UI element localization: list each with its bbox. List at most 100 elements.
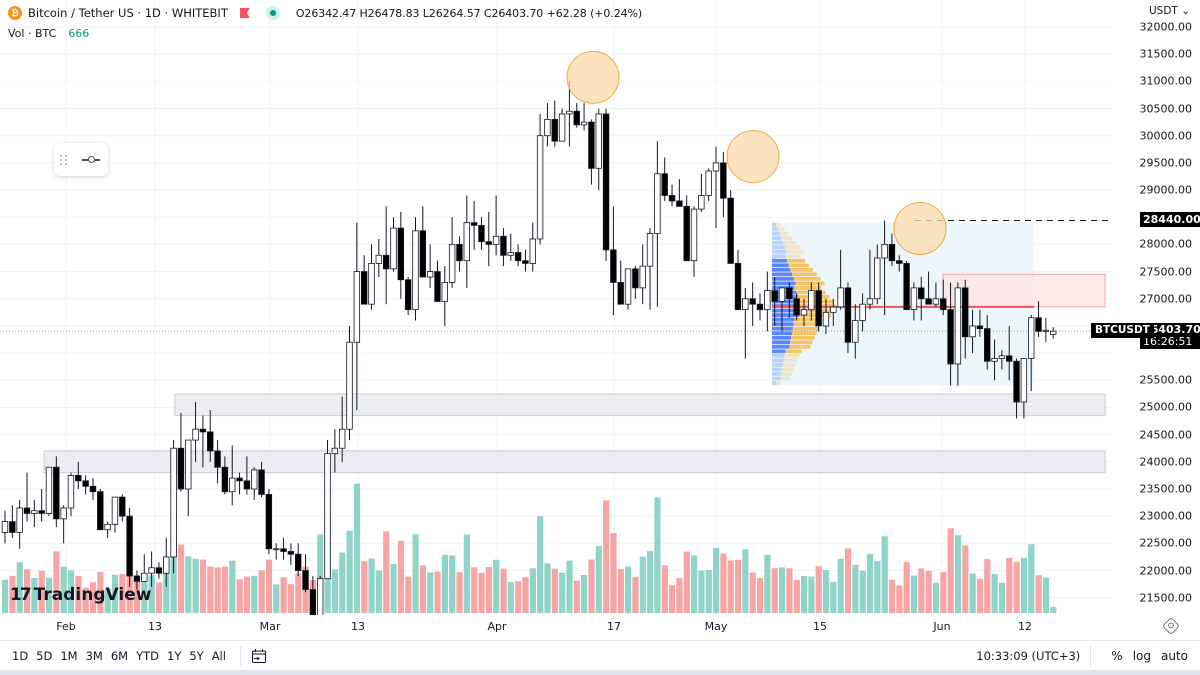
volume-bar [221, 566, 229, 613]
tradingview-logo[interactable]: 17 TradingView [10, 585, 151, 605]
volume-bar [229, 560, 236, 613]
price-tick: 32000.00 [1139, 20, 1193, 34]
volume-bar [375, 570, 383, 613]
candle-body [786, 287, 793, 300]
volume-bar [38, 570, 45, 613]
log-scale-toggle[interactable]: log [1132, 648, 1151, 663]
volume-bar [559, 572, 566, 613]
candle-body [859, 303, 866, 321]
clock-timezone[interactable]: 10:33:09 (UTC+3) [976, 648, 1081, 663]
volume-bar [888, 579, 896, 613]
percent-scale-toggle[interactable]: % [1111, 648, 1123, 663]
volume-bar [383, 531, 390, 613]
volume-bar [837, 558, 844, 613]
candle-body [822, 311, 830, 327]
volume-bar [441, 554, 448, 613]
range-1m-button[interactable]: 1M [60, 648, 78, 663]
flag-icon[interactable] [239, 8, 250, 18]
candle-body [925, 298, 932, 305]
volume-bar [2, 579, 9, 613]
drag-handle-icon[interactable] [60, 154, 68, 165]
market-status-icon[interactable] [265, 6, 280, 20]
candle-body [463, 222, 470, 262]
range-5y-button[interactable]: 5Y [189, 648, 204, 663]
candle-body [251, 469, 258, 490]
candle-body [984, 328, 991, 362]
volume-bar [691, 555, 698, 613]
bar-countdown: 16:26:51 [1143, 335, 1193, 349]
volume-bar [104, 588, 111, 613]
horizontal-line-tool-icon[interactable] [82, 155, 100, 163]
candle-body [338, 428, 346, 449]
volume-bar [23, 569, 31, 613]
volume-bar [962, 545, 969, 613]
candle-body [273, 548, 280, 551]
volume-bar [830, 582, 837, 613]
volume-bar [148, 575, 155, 613]
candle-body [698, 195, 705, 210]
volume-bar [67, 570, 75, 613]
range-1d-button[interactable]: 1D [12, 648, 29, 663]
candle-body [104, 523, 111, 531]
volume-bar [969, 573, 976, 613]
volume-bar [954, 535, 962, 613]
volume-bar [910, 575, 918, 613]
settings-icon[interactable] [1161, 616, 1181, 636]
candle-body [382, 254, 390, 270]
volume-bar [654, 497, 661, 613]
price-chart-canvas[interactable] [0, 0, 1112, 615]
go-to-date-icon[interactable] [251, 648, 267, 664]
candle-body [764, 290, 771, 311]
price-tick: 21500.00 [1139, 591, 1193, 605]
volume-bar [793, 580, 800, 613]
volume-bar [1006, 558, 1013, 613]
range-ytd-button[interactable]: YTD [136, 648, 159, 663]
candle-body [221, 466, 229, 493]
candle-body [881, 243, 888, 259]
range-buttons: 1D 5D 1M 3M 6M YTD 1Y 5Y All [8, 649, 230, 663]
currency-selector[interactable]: USDT ⌄ [1149, 5, 1190, 17]
candle-body [514, 252, 522, 262]
candle-body [404, 279, 412, 311]
volume-bar [16, 562, 23, 613]
candle-body [163, 556, 170, 574]
volume-bar [133, 581, 141, 613]
candle-body [793, 298, 800, 316]
candle-body [646, 233, 654, 267]
volume-bar [852, 565, 859, 613]
floating-drawing-toolbar[interactable] [54, 143, 108, 176]
volume-bar [515, 581, 522, 613]
volume-bar [89, 582, 97, 613]
candle-body [969, 325, 976, 338]
volume-bar [874, 560, 881, 613]
candle-body [360, 271, 368, 305]
candle-body [448, 243, 456, 283]
volume-label: Vol · BTC [8, 27, 57, 40]
price-tick: 27500.00 [1139, 265, 1193, 279]
candle-body [478, 224, 485, 243]
symbol-title[interactable]: Bitcoin / Tether US · 1D · WHITEBIT [28, 6, 228, 20]
volume-legend[interactable]: Vol · BTC 666 [8, 27, 89, 40]
range-1y-button[interactable]: 1Y [167, 648, 182, 663]
candle-body [896, 260, 903, 264]
price-scale[interactable]: 32000.00 31500.00 31000.00 30500.00 30000.00… [1112, 0, 1200, 615]
range-5d-button[interactable]: 5D [36, 648, 53, 663]
price-tick: 27000.00 [1139, 292, 1193, 306]
price-tick: 24500.00 [1139, 428, 1193, 442]
time-axis[interactable]: Feb 13 Mar 13 Apr 17 May 15 Jun 12 [0, 615, 1112, 639]
range-all-button[interactable]: All [211, 648, 226, 663]
range-6m-button[interactable]: 6M [110, 648, 129, 663]
candle-body [610, 249, 617, 283]
time-label: Mar [259, 620, 281, 633]
bottom-toolbar: 1D 5D 1M 3M 6M YTD 1Y 5Y All 10:33:09 (U… [0, 640, 1200, 670]
auto-scale-toggle[interactable]: auto [1160, 648, 1188, 663]
candle-body [265, 494, 273, 550]
footer-strip [0, 670, 1200, 675]
symbol-price-tag: BTCUSDT [1091, 323, 1154, 339]
volume-bar [859, 570, 866, 613]
candle-body [258, 469, 265, 495]
range-3m-button[interactable]: 3M [85, 648, 103, 663]
volume-bar [1013, 561, 1020, 613]
volume-bar [1042, 577, 1050, 613]
candle-body [1049, 330, 1057, 335]
